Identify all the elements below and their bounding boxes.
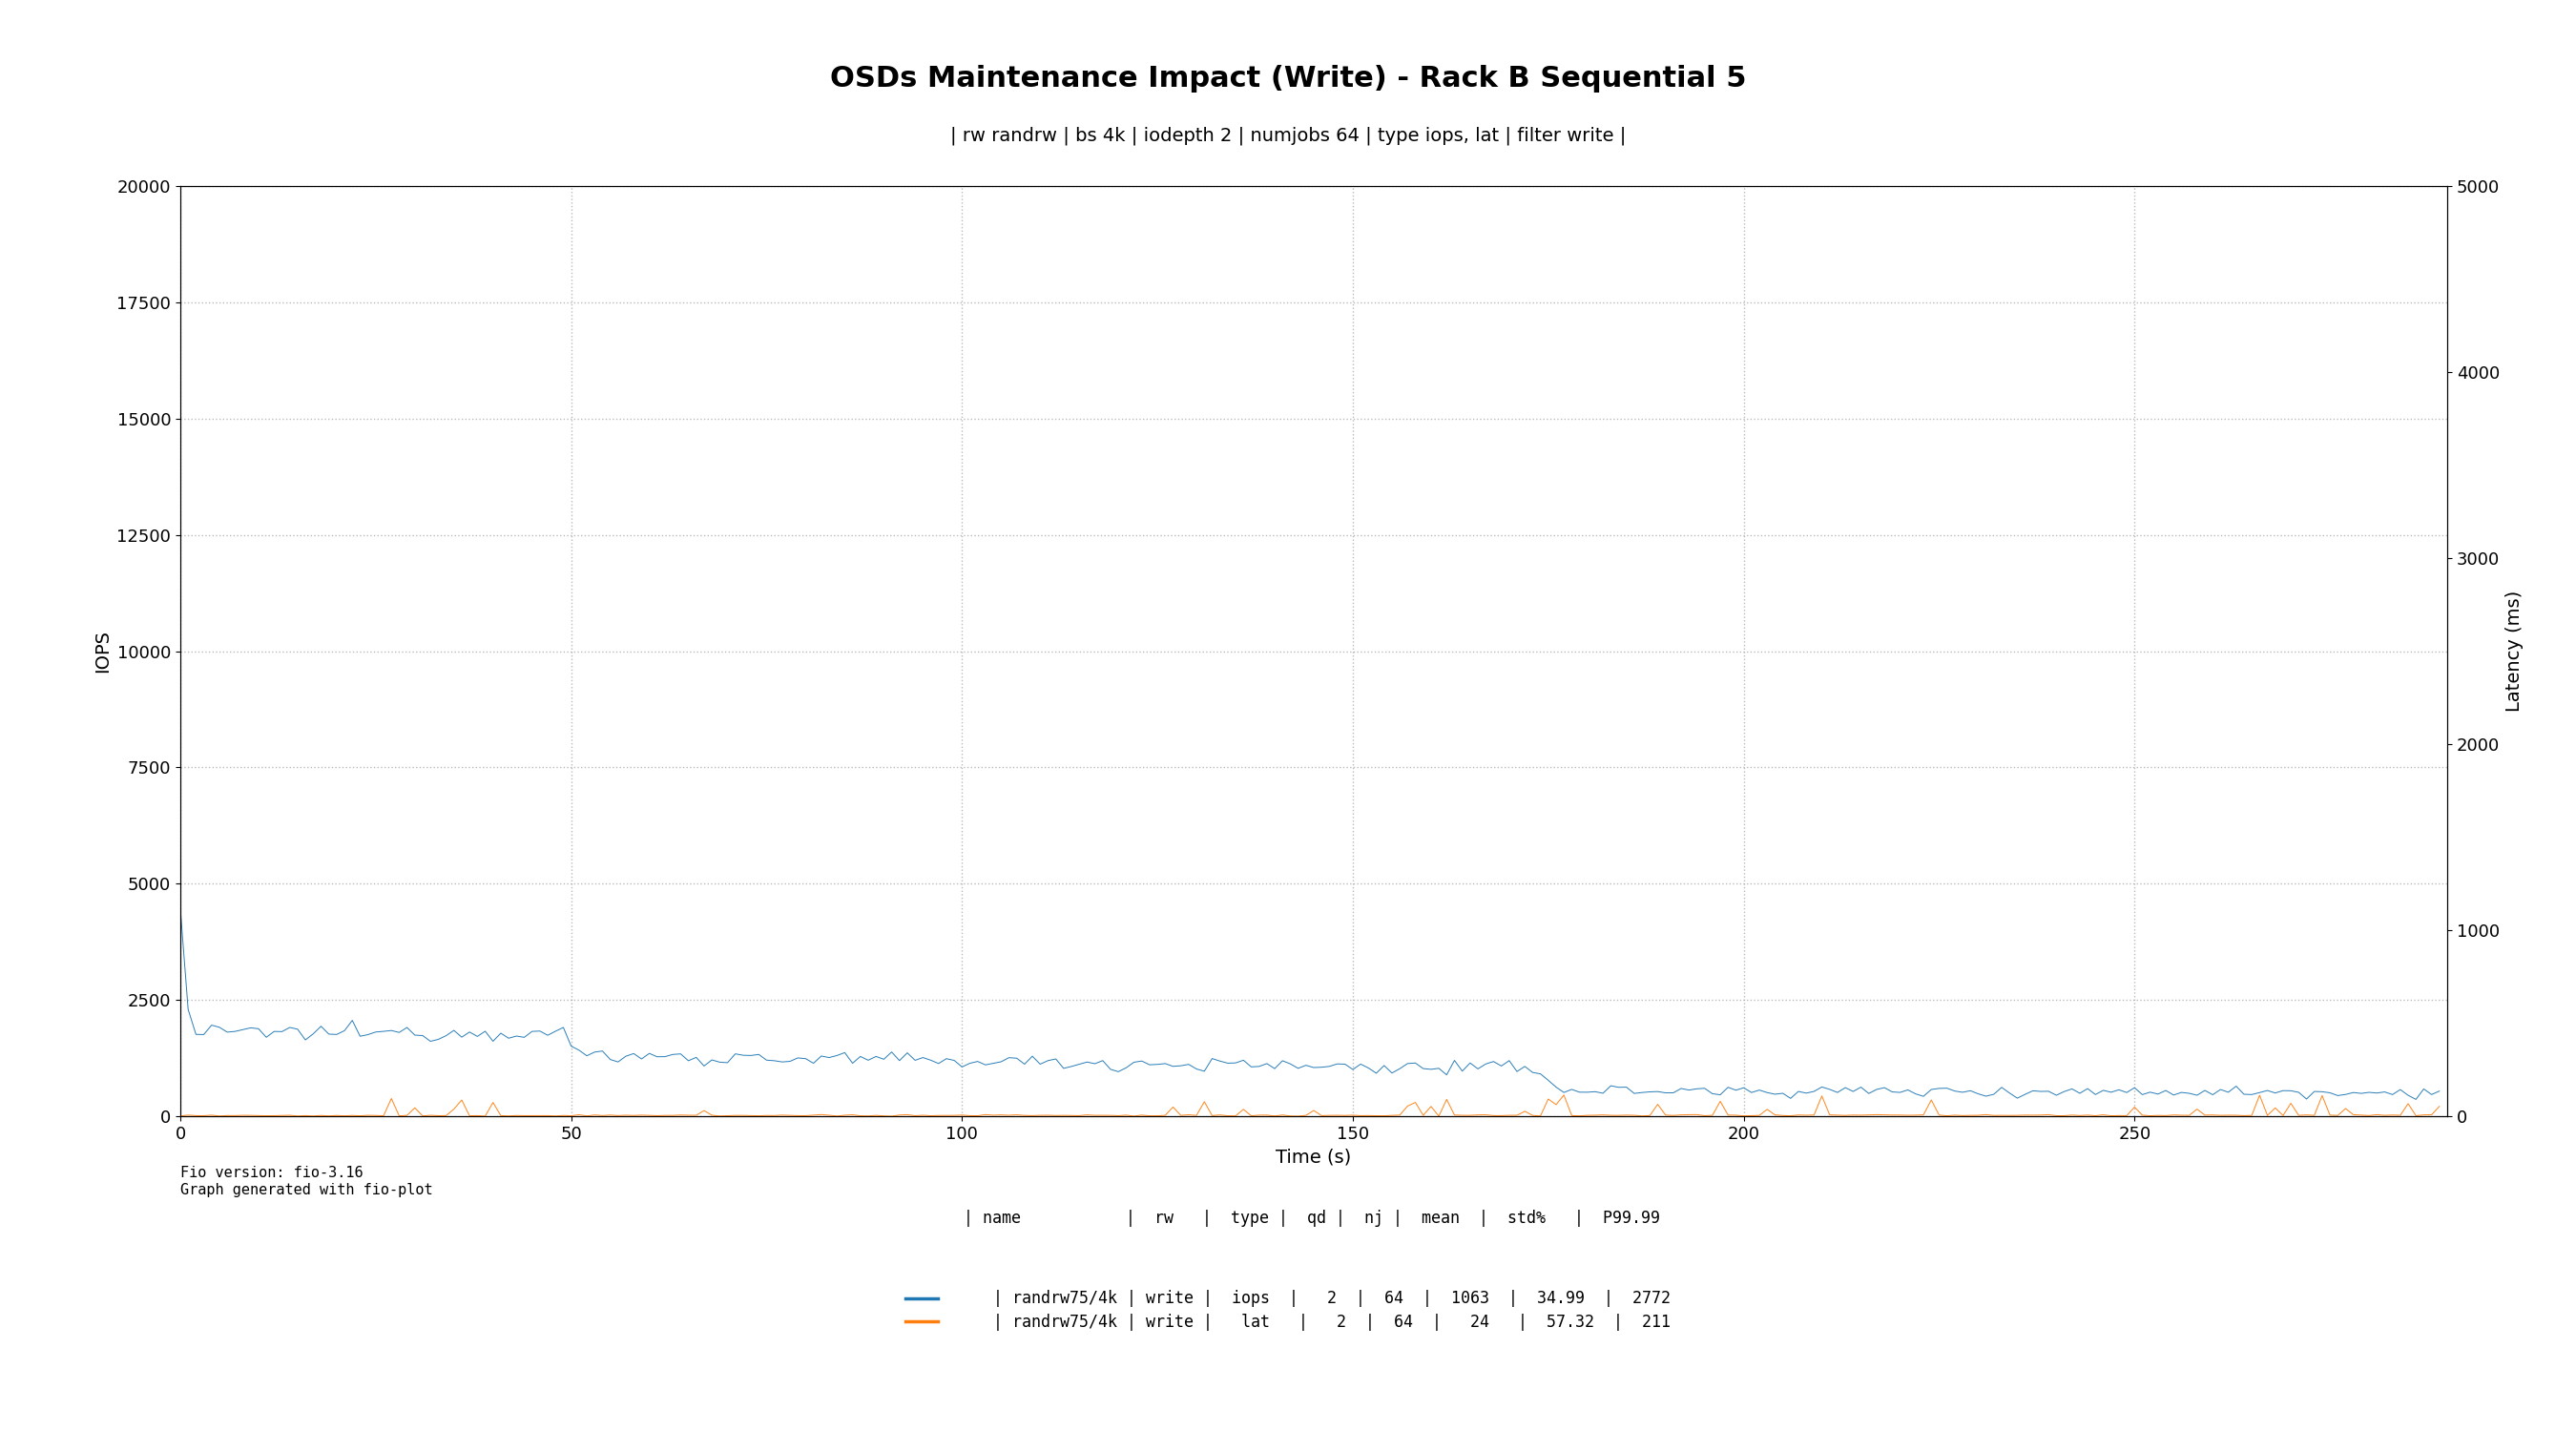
Text: OSDs Maintenance Impact (Write) - Rack B Sequential 5: OSDs Maintenance Impact (Write) - Rack B… [829, 64, 1747, 93]
Text: Fio version: fio-3.16
Graph generated with fio-plot: Fio version: fio-3.16 Graph generated wi… [180, 1166, 433, 1198]
Y-axis label: Latency (ms): Latency (ms) [2504, 591, 2522, 711]
Text: | name           |  rw   |  type |  qd |  nj |  mean  |  std%   |  P99.99: | name | rw | type | qd | nj | mean | st… [917, 1209, 1659, 1226]
Legend:      | randrw75/4k | write |  iops  |   2  |  64  |  1063  |  34.99  |  2772,   : | randrw75/4k | write | iops | 2 | 64 | … [899, 1284, 1677, 1337]
Text: | rw randrw | bs 4k | iodepth 2 | numjobs 64 | type iops, lat | filter write |: | rw randrw | bs 4k | iodepth 2 | numjob… [951, 127, 1625, 146]
Y-axis label: IOPS: IOPS [93, 630, 111, 673]
X-axis label: Time (s): Time (s) [1275, 1148, 1352, 1166]
